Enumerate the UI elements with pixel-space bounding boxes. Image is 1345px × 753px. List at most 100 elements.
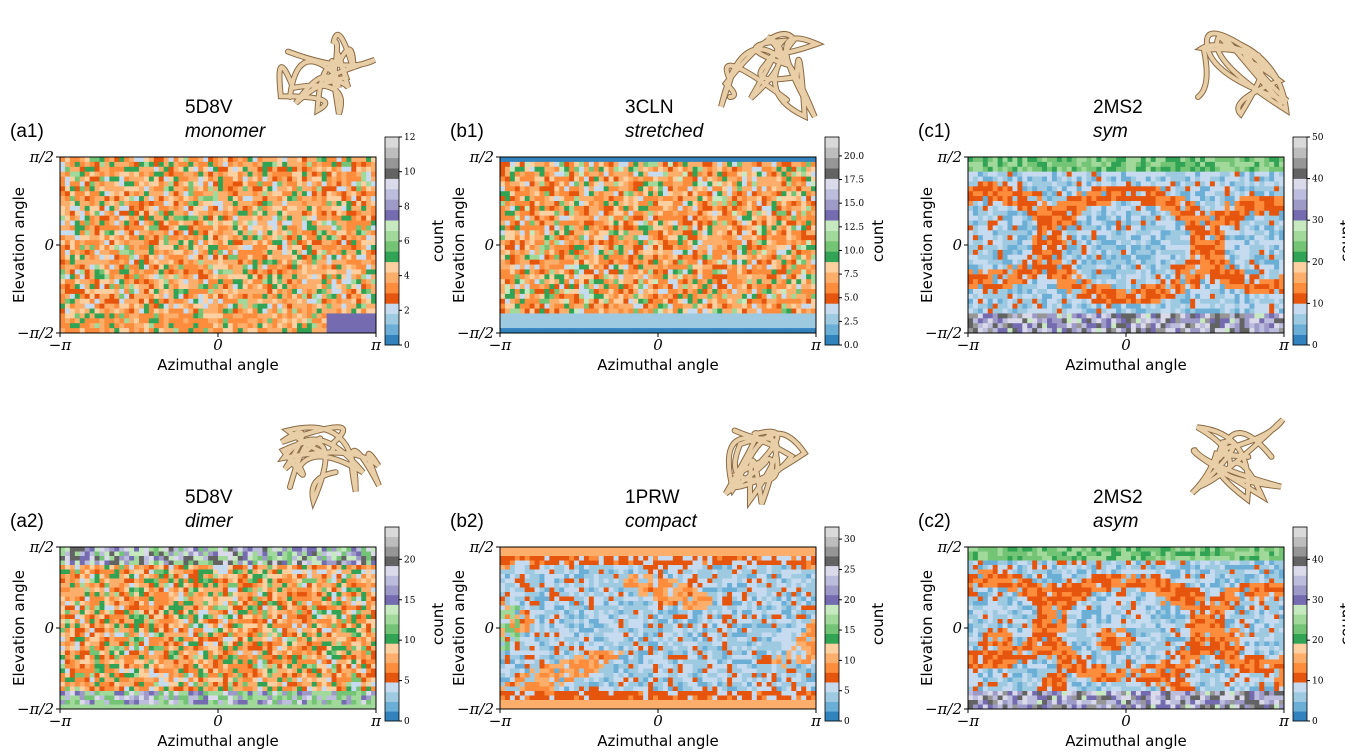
heatmap-cell [593,259,600,265]
heatmap-cell [643,210,649,217]
heatmap-cell [618,171,624,177]
colorbar-swatch [385,282,399,294]
heatmap-cell [658,196,664,202]
heatmap-cell [968,171,974,177]
heatmap-cell [1081,161,1087,168]
heatmap-cell [237,171,244,177]
heatmap-cell [183,318,189,324]
heatmap-cell [237,205,244,212]
heatmap-cell [104,264,110,270]
heatmap-cell [500,181,506,187]
heatmap-cell [1259,161,1265,168]
heatmap-cell [183,225,189,231]
heatmap-cell [509,279,516,285]
heatmap-cell [124,157,130,163]
heatmap-cell [203,181,209,187]
heatmap-cell [143,215,150,221]
heatmap-cell [801,303,807,309]
heatmap-cell [94,293,100,300]
heatmap-cell [311,181,318,187]
heatmap-cell [781,264,787,270]
heatmap-cell [139,274,145,280]
heatmap-cell [163,161,170,168]
heatmap-cell [1264,161,1270,168]
heatmap-cell [687,166,693,173]
heatmap-cell [311,215,318,221]
heatmap-cell [252,308,258,314]
heatmap-cell [287,313,293,319]
heatmap-cell [796,293,802,300]
heatmap-cell [712,235,718,241]
heatmap-cell [272,157,278,163]
heatmap-cell [618,176,624,182]
heatmap-cell [158,318,165,324]
heatmap-cell [509,284,516,290]
heatmap-cell [326,313,332,319]
heatmap-cell [79,328,86,334]
heatmap-cell [648,284,654,290]
heatmap-cell [722,269,728,275]
heatmap-cell [539,303,545,309]
heatmap-cell [84,176,91,182]
heatmap-cell [252,157,258,163]
heatmap-cell [1214,157,1221,163]
heatmap-cell [139,235,145,241]
heatmap-cell [178,186,184,192]
heatmap-cell [707,313,713,319]
heatmap-cell [351,308,357,314]
heatmap-cell [519,215,526,221]
heatmap-cell [173,166,179,173]
heatmap-cell [60,186,66,192]
heatmap-cell [237,157,244,163]
heatmap-cell [579,220,585,226]
heatmap-cell [114,235,120,241]
heatmap-cell [227,289,234,295]
heatmap-cell [262,191,268,197]
heatmap-cell [712,323,718,329]
heatmap-cell [1145,161,1152,168]
heatmap-cell [104,279,110,285]
heatmap-cell [618,191,624,197]
heatmap-cell [608,181,614,187]
heatmap-cell [232,313,239,319]
heatmap-cell [717,161,723,168]
heatmap-cell [74,157,81,163]
heatmap-cell [781,328,787,334]
heatmap-cell [712,328,718,334]
heatmap-cell [672,191,679,197]
heatmap-cell [588,230,595,236]
heatmap-cell [658,186,664,192]
heatmap-cell [213,157,219,163]
heatmap-cell [786,171,792,177]
colorbar-swatch [825,209,839,221]
heatmap-cell [306,274,313,280]
heatmap-cell [60,157,66,163]
heatmap-cell [326,249,332,256]
heatmap-cell [114,215,120,221]
heatmap-cell [677,201,684,207]
heatmap-cell [158,313,165,319]
heatmap-cell [658,230,664,236]
heatmap-cell [633,171,639,177]
heatmap-cell [786,225,792,231]
heatmap-cell [183,264,189,270]
colorbar-tick-label: 12 [404,133,415,143]
heatmap-cell [549,293,555,300]
heatmap-cell [638,235,644,241]
heatmap-cell [1219,166,1226,173]
heatmap-cell [148,220,155,226]
heatmap-cell [667,166,674,173]
heatmap-cell [534,161,540,168]
heatmap-cell [94,308,100,314]
heatmap-cell [776,161,782,168]
heatmap-cell [104,191,110,197]
heatmap-cell [1022,161,1028,168]
heatmap-cell [109,289,115,295]
heatmap-cell [326,201,332,207]
heatmap-cell [292,274,298,280]
heatmap-cell [306,240,313,246]
heatmap-cell [653,264,659,270]
heatmap-cell [519,303,526,309]
heatmap-cell [504,313,511,319]
heatmap-cell [806,210,812,217]
